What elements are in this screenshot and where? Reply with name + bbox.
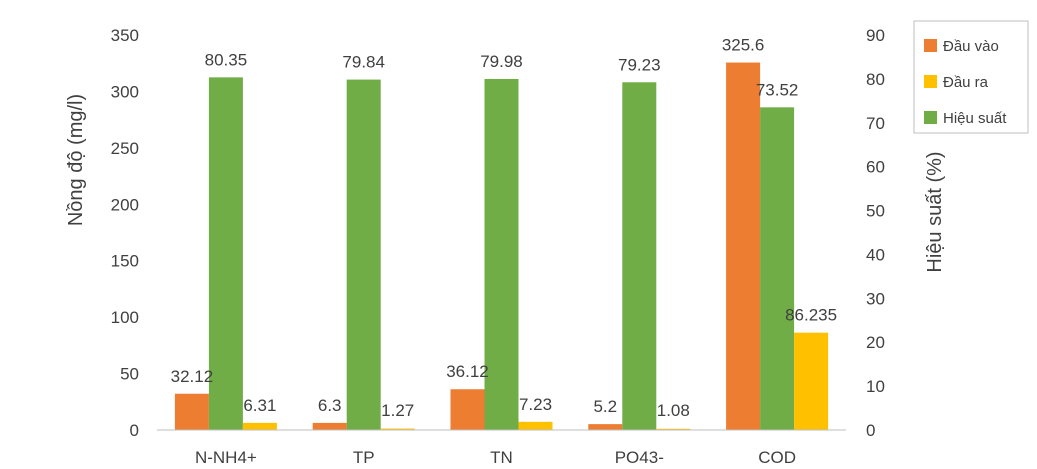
data-label: 32.12 (171, 367, 214, 386)
y2-tick-label: 70 (866, 114, 885, 133)
bar (760, 107, 795, 430)
y-tick-label: 100 (111, 308, 139, 327)
bar (656, 428, 691, 430)
bar (588, 424, 623, 430)
bar (380, 428, 415, 430)
legend: Đầu vào Đầu ra Hiệu suất (913, 20, 1029, 134)
y2-tick-label: 50 (866, 202, 885, 221)
y-axis-title: Nồng độ (mg/l) (65, 94, 87, 226)
y2-tick-label: 40 (866, 245, 885, 264)
y-tick-label: 50 (120, 365, 139, 384)
data-label: 79.23 (618, 55, 661, 74)
data-label: 79.84 (342, 53, 385, 72)
bars (174, 62, 829, 431)
bar (312, 422, 347, 430)
legend-swatch (924, 39, 937, 52)
y2-tick-label: 20 (866, 333, 885, 352)
legend-swatch (924, 75, 937, 88)
data-labels: 32.12 80.35 6.31 6.3 79.84 1.27 36.12 79.98 7.23… (171, 36, 837, 420)
y-tick-label: 350 (111, 26, 139, 45)
y2-tick-label: 30 (866, 289, 885, 308)
left-axis-ticks: 0 50 100 150 200 250 300 350 (111, 26, 139, 440)
y2-tick-label: 10 (866, 377, 885, 396)
legend-label: Hiệu suất (943, 110, 1007, 127)
x-tick-label: PO43- (615, 448, 664, 467)
data-label: 5.2 (593, 397, 617, 416)
legend-label: Đầu vào (943, 38, 999, 55)
bar (622, 82, 657, 430)
y-tick-label: 0 (130, 421, 139, 440)
legend-swatch (924, 111, 937, 124)
data-label: 325.6 (722, 36, 765, 55)
y-tick-label: 200 (111, 195, 139, 214)
data-label: 6.31 (243, 396, 276, 415)
y2-tick-label: 60 (866, 158, 885, 177)
data-label: 36.12 (446, 362, 489, 381)
y2-tick-label: 0 (866, 421, 875, 440)
y2-axis-title: Hiệu suất (%) (924, 151, 946, 272)
category-labels: N-NH4+ TP TN PO43- COD (195, 448, 796, 467)
x-tick-label: TP (353, 448, 375, 467)
x-tick-label: TN (490, 448, 513, 467)
bar (208, 77, 243, 430)
y-tick-label: 150 (111, 252, 139, 271)
bar (242, 422, 277, 430)
data-label: 7.23 (519, 395, 552, 414)
y-tick-label: 250 (111, 139, 139, 158)
x-tick-label: N-NH4+ (195, 448, 257, 467)
x-tick-label: COD (758, 448, 796, 467)
data-label: 6.3 (318, 396, 342, 415)
data-label: 86.235 (785, 306, 837, 325)
bar (518, 421, 553, 430)
data-label: 1.08 (657, 401, 690, 420)
y2-tick-label: 80 (866, 70, 885, 89)
data-label: 79.98 (480, 52, 523, 71)
right-axis-ticks: 0 10 20 30 40 50 60 70 80 90 (866, 26, 885, 440)
bar (346, 79, 381, 430)
bar (794, 332, 829, 430)
data-label: 80.35 (205, 50, 248, 69)
bar (450, 389, 485, 430)
bar (174, 393, 209, 430)
bar (484, 78, 519, 430)
data-label: 1.27 (381, 401, 414, 420)
y-tick-label: 300 (111, 82, 139, 101)
legend-label: Đầu ra (943, 74, 989, 91)
data-label: 73.52 (756, 80, 799, 99)
y2-tick-label: 90 (866, 26, 885, 45)
bar (726, 62, 761, 431)
